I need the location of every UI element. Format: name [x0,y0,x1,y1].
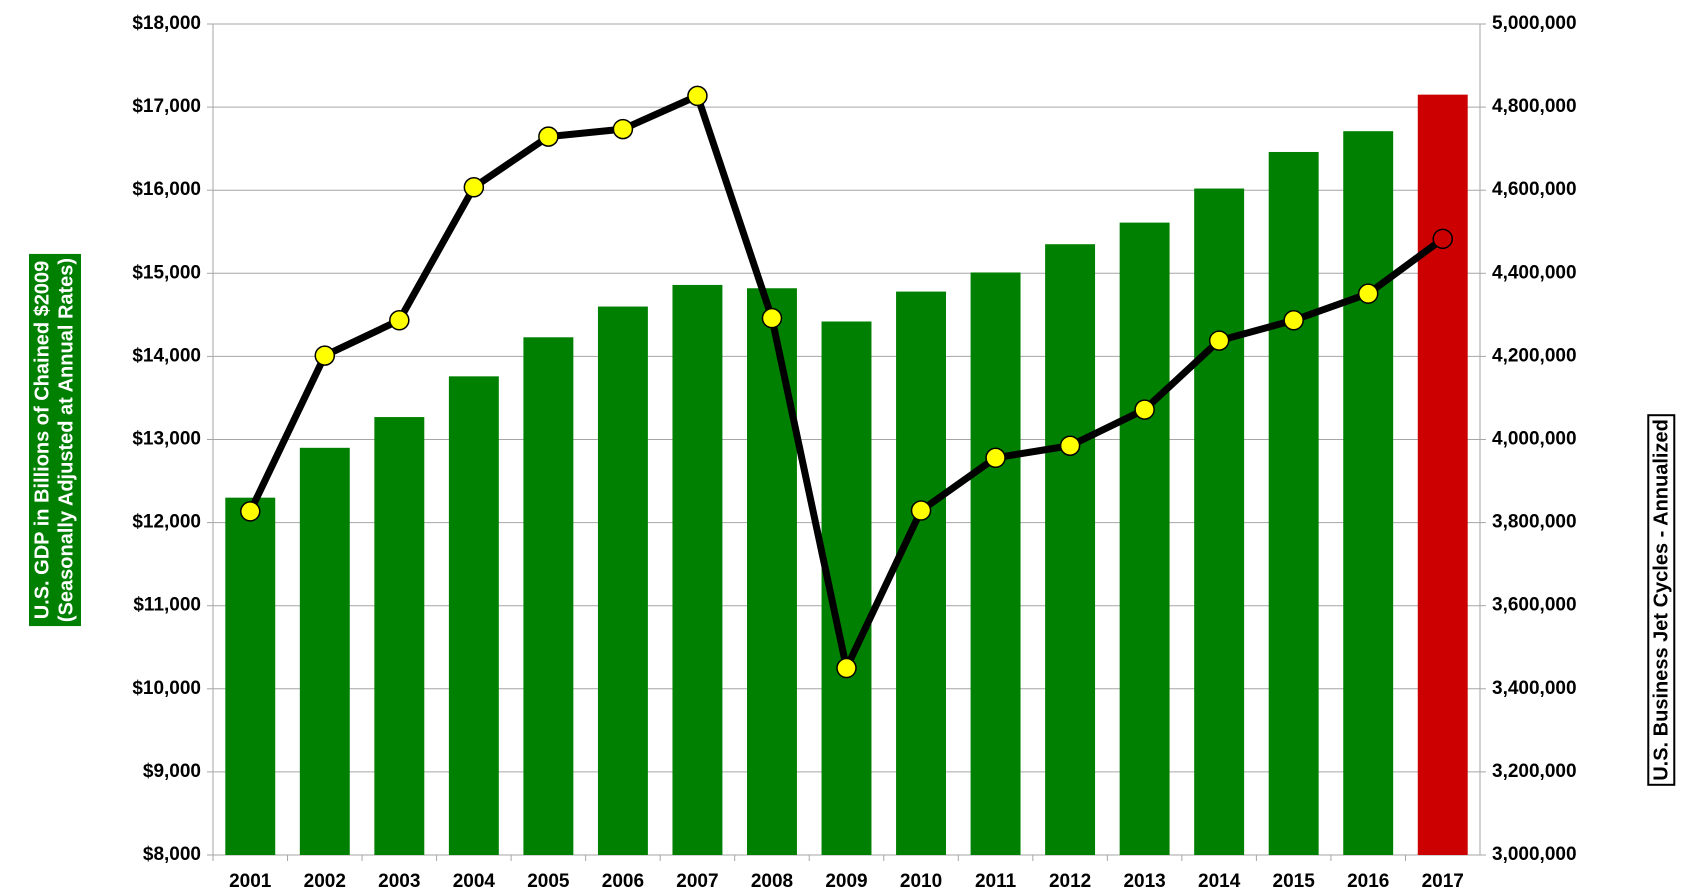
y-tick-label: $11,000 [133,595,201,616]
y2-tick-label: 4,200,000 [1492,345,1577,366]
marker [538,126,559,147]
x-tick-label: 2006 [602,871,644,892]
x-tick-label: 2012 [1049,871,1091,892]
y-tick-label: $12,000 [132,512,201,533]
x-tick-label: 2017 [1422,871,1464,892]
marker [1283,310,1304,331]
marker [1432,228,1453,250]
x-tick-label: 2014 [1198,871,1241,892]
bar [299,447,350,855]
x-tick-label: 2010 [900,871,942,892]
y2-tick-label: 3,200,000 [1492,761,1577,782]
y2-axis-label-text: U.S. Business Jet Cycles - Annualized [1650,419,1672,781]
bar [523,337,574,855]
y2-tick-label: 3,800,000 [1492,512,1577,533]
bar [225,497,276,855]
bar [374,417,425,855]
y-tick-label: $15,000 [132,262,201,283]
marker [1357,283,1379,304]
x-tick-label: 2001 [229,871,272,892]
marker [463,177,485,198]
y2-tick-label: 4,400,000 [1492,262,1577,283]
y2-tick-label: 3,600,000 [1492,595,1577,616]
bar [970,272,1021,855]
x-tick-label: 2009 [825,871,867,892]
x-tick-label: 2002 [304,871,346,892]
marker [687,85,708,107]
y-tick-label: $13,000 [132,429,201,450]
marker [612,118,634,140]
y-tick-label: $9,000 [143,761,201,782]
y-tick-label: $10,000 [132,678,201,699]
marker [1059,435,1081,456]
marker [314,345,336,366]
x-tick-label: 2013 [1123,871,1165,892]
x-tick-label: 2015 [1273,871,1316,892]
bar [1343,131,1394,856]
bar [896,291,946,855]
y2-tick-label: 3,000,000 [1492,844,1577,865]
bar [1119,222,1170,855]
marker [240,501,261,522]
y-tick-label: $16,000 [132,179,201,200]
y-tick-label: $8,000 [143,844,201,865]
bar [747,288,797,855]
marker [985,447,1006,469]
y-axis-label-line: U.S. GDP in Billions of Chained $2009 [31,261,53,620]
marker [836,657,857,679]
y2-axis-label-box [1647,414,1676,786]
y2-axis-label: U.S. Business Jet Cycles - Annualized [1647,414,1676,786]
y-tick-label: $17,000 [132,96,201,117]
x-tick-label: 2003 [378,871,420,892]
y-tick-label: $18,000 [132,13,201,34]
bar [1194,188,1245,856]
x-tick-label: 2011 [975,871,1017,892]
y2-tick-label: 4,600,000 [1492,179,1577,200]
bar [597,306,648,855]
bar [448,376,499,855]
marker [910,500,932,521]
x-tick-label: 2005 [527,871,570,892]
bar [672,284,723,856]
marker [389,310,410,331]
y2-tick-label: 4,000,000 [1492,429,1577,450]
y2-tick-label: 5,000,000 [1492,13,1577,34]
y-axis-label: U.S. GDP in Billions of Chained $2009 (Se… [29,253,81,627]
y2-tick-label: 3,400,000 [1492,678,1577,699]
y-axis-label-line: (Seasonally Adjusted at Annual Rates) [55,258,77,622]
bar [1045,244,1096,856]
marker [1134,399,1155,420]
x-tick-label: 2016 [1347,871,1389,892]
bar [1268,151,1319,855]
x-tick-label: 2004 [453,871,496,892]
marker [1208,330,1230,351]
y-axis-label-bg [29,253,81,627]
x-tick-label: 2008 [751,871,793,892]
marker [761,307,783,329]
bar [1417,94,1468,855]
x-tick-label: 2007 [676,871,718,892]
y2-tick-label: 4,800,000 [1492,96,1577,117]
y-tick-label: $14,000 [132,345,201,366]
